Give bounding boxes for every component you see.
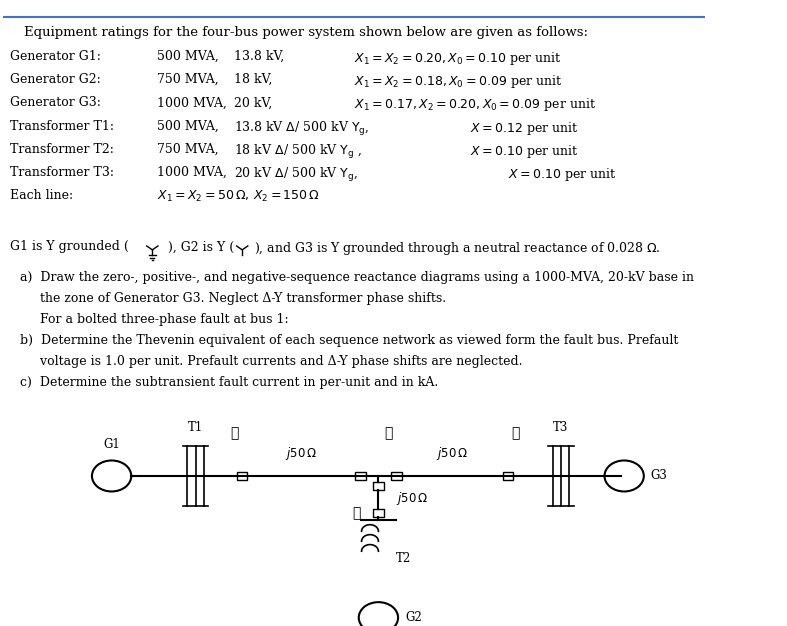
Text: G1 is Y grounded (: G1 is Y grounded (	[9, 240, 128, 254]
Text: 750 MVA,: 750 MVA,	[157, 143, 219, 156]
Text: ), and G3 is Y grounded through a neutral reactance of 0.028 $\Omega$.: ), and G3 is Y grounded through a neutra…	[254, 240, 661, 257]
Text: 20 kV $\Delta$/ 500 kV $\Upsilon_{\mathrm{g}}$,: 20 kV $\Delta$/ 500 kV $\Upsilon_{\mathr…	[235, 166, 358, 184]
Text: 13.8 kV $\Delta$/ 500 kV $\Upsilon_{\mathrm{g}}$,: 13.8 kV $\Delta$/ 500 kV $\Upsilon_{\mat…	[235, 120, 370, 138]
Text: Generator G3:: Generator G3:	[9, 96, 101, 110]
Text: ③: ③	[511, 426, 519, 440]
Text: Generator G1:: Generator G1:	[9, 50, 101, 63]
Text: $j50\,\Omega$: $j50\,\Omega$	[436, 445, 468, 462]
Text: $X_1 = X_2 = 0.20, X_0 = 0.10$ per unit: $X_1 = X_2 = 0.20, X_0 = 0.10$ per unit	[354, 50, 562, 67]
Text: Transformer T1:: Transformer T1:	[9, 120, 114, 133]
Text: ①: ①	[231, 426, 238, 440]
Text: $X_1 = X_2 = 50\,\Omega,\, X_2 = 150\,\Omega$: $X_1 = X_2 = 50\,\Omega,\, X_2 = 150\,\O…	[157, 189, 320, 204]
Text: $j50\,\Omega$: $j50\,\Omega$	[285, 445, 317, 462]
Text: ④: ④	[353, 506, 361, 520]
Text: For a bolted three-phase fault at bus 1:: For a bolted three-phase fault at bus 1:	[20, 313, 289, 326]
Bar	[503, 472, 513, 480]
Text: ②: ②	[385, 426, 394, 440]
Text: G2: G2	[405, 611, 422, 624]
Text: 1000 MVA,: 1000 MVA,	[157, 166, 227, 179]
Text: Equipment ratings for the four-bus power system shown below are given as follows: Equipment ratings for the four-bus power…	[24, 26, 588, 39]
Text: $X = 0.10$ per unit: $X = 0.10$ per unit	[508, 166, 617, 183]
Text: $X_1 = X_2 = 0.18, X_0 = 0.09$ per unit: $X_1 = X_2 = 0.18, X_0 = 0.09$ per unit	[354, 73, 562, 90]
Text: Each line:: Each line:	[9, 189, 73, 202]
Bar	[237, 472, 247, 480]
Text: the zone of Generator G3. Neglect Δ-Y transformer phase shifts.: the zone of Generator G3. Neglect Δ-Y tr…	[20, 292, 446, 305]
Text: a)  Draw the zero-, positive-, and negative-sequence reactance diagrams using a : a) Draw the zero-, positive-, and negati…	[20, 271, 694, 284]
Bar	[391, 472, 401, 480]
Text: Transformer T2:: Transformer T2:	[9, 143, 113, 156]
Text: $X = 0.12$ per unit: $X = 0.12$ per unit	[470, 120, 578, 136]
Text: 18 kV $\Delta$/ 500 kV $\Upsilon_{\mathrm{g}}$ ,: 18 kV $\Delta$/ 500 kV $\Upsilon_{\mathr…	[235, 143, 362, 161]
Bar	[355, 472, 366, 480]
Bar	[373, 481, 384, 490]
Text: T1: T1	[188, 421, 204, 434]
Text: Transformer T3:: Transformer T3:	[9, 166, 114, 179]
Text: Generator G2:: Generator G2:	[9, 73, 101, 86]
Text: $X_1 = 0.17, X_2 = 0.20, X_0 = 0.09$ per unit: $X_1 = 0.17, X_2 = 0.20, X_0 = 0.09$ per…	[354, 96, 596, 113]
Text: G3: G3	[651, 470, 667, 483]
Text: $j50\,\Omega$: $j50\,\Omega$	[396, 490, 428, 506]
Text: G1: G1	[103, 438, 120, 451]
Text: 13.8 kV,: 13.8 kV,	[235, 50, 285, 63]
Text: T2: T2	[396, 553, 412, 565]
Text: 500 MVA,: 500 MVA,	[157, 50, 219, 63]
Text: voltage is 1.0 per unit. Prefault currents and Δ-Y phase shifts are neglected.: voltage is 1.0 per unit. Prefault curren…	[20, 355, 523, 368]
Text: 18 kV,: 18 kV,	[235, 73, 273, 86]
Text: 20 kV,: 20 kV,	[235, 96, 273, 110]
Text: c)  Determine the subtransient fault current in per-unit and in kA.: c) Determine the subtransient fault curr…	[20, 376, 438, 389]
Text: 500 MVA,: 500 MVA,	[157, 120, 219, 133]
Text: b)  Determine the Thevenin equivalent of each sequence network as viewed form th: b) Determine the Thevenin equivalent of …	[20, 334, 678, 347]
Text: ), G2 is Y (: ), G2 is Y (	[168, 240, 234, 254]
Text: $X = 0.10$ per unit: $X = 0.10$ per unit	[470, 143, 578, 160]
Text: 750 MVA,: 750 MVA,	[157, 73, 219, 86]
Bar	[373, 509, 384, 518]
Text: T3: T3	[553, 421, 569, 434]
Text: 1000 MVA,: 1000 MVA,	[157, 96, 227, 110]
